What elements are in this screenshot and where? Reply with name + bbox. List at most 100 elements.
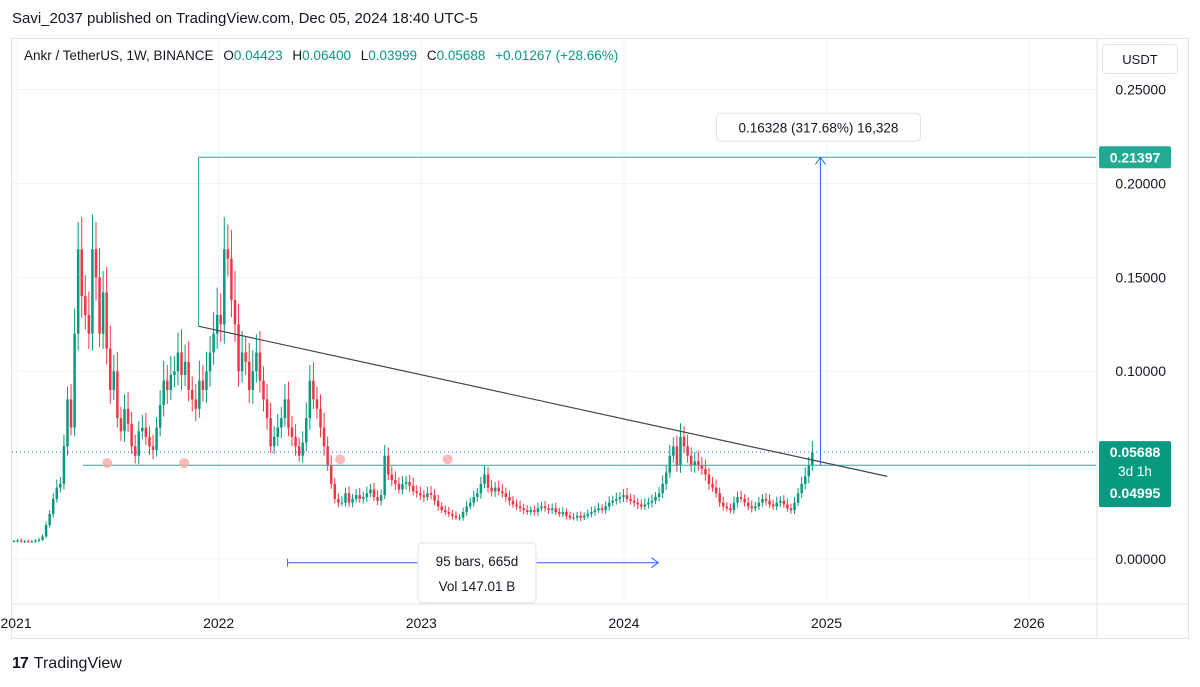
candle-body: [337, 498, 340, 503]
candle-body: [429, 493, 433, 496]
x-tick-label: 2021: [0, 615, 31, 631]
candle-body: [572, 517, 575, 519]
support-price-text: 0.04995: [1110, 485, 1161, 501]
candle-body: [508, 497, 511, 501]
candle-body: [739, 497, 743, 499]
x-tick-label: 2023: [406, 615, 437, 631]
candle-body: [721, 502, 725, 507]
candle-body: [123, 408, 126, 432]
candle-body: [137, 431, 141, 456]
candle-body: [433, 495, 436, 501]
candle-body: [322, 427, 326, 447]
candle-body: [51, 498, 55, 514]
candle-body: [664, 472, 668, 484]
candle-body: [219, 314, 222, 325]
candle-body: [41, 536, 44, 540]
candle-body: [187, 361, 190, 391]
candle-body: [501, 491, 504, 494]
candle-body: [497, 487, 500, 492]
measure-horizontal-label-box: [417, 542, 537, 604]
candle-body: [141, 427, 144, 432]
candle-body: [454, 515, 458, 518]
countdown-text: 3d 1h: [1118, 464, 1152, 479]
candle-body: [672, 446, 675, 456]
candle-body: [301, 442, 304, 456]
candle-body: [315, 399, 319, 409]
candle-body: [62, 446, 66, 484]
y-tick-label: 0.20000: [1115, 176, 1166, 192]
candle-body: [272, 436, 276, 447]
candle-body: [803, 476, 807, 484]
high-label: H: [292, 48, 303, 63]
candle-body: [736, 497, 739, 503]
close-label: C: [426, 48, 437, 63]
low-label: L: [360, 48, 369, 63]
candle-body: [807, 465, 811, 477]
candle-body: [244, 352, 247, 362]
tradingview-brand: TradingView: [33, 655, 122, 672]
candle-body: [689, 455, 693, 466]
candle-body: [362, 497, 365, 499]
candle-body: [87, 314, 91, 334]
pivot-marker: [442, 454, 453, 465]
tradingview-logo[interactable]: 17 TradingView: [12, 655, 122, 673]
candle-body: [625, 495, 629, 499]
candle-body: [643, 504, 647, 507]
candle-body: [112, 371, 116, 391]
candle-body: [215, 314, 219, 334]
drawings: 0.16328 (317.68%) 16,328 95 bars, 665d Vol…: [12, 112, 1096, 604]
candle-body: [775, 502, 778, 507]
x-axis: 2021 2022 2023 2024 2025 2026: [0, 603, 1188, 631]
candle-body: [561, 512, 565, 514]
candle-body: [255, 352, 258, 372]
candle-body: [397, 483, 401, 490]
candle-body: [237, 324, 240, 372]
candle-body: [650, 500, 654, 503]
candle-body: [426, 493, 429, 498]
candle-body: [568, 515, 572, 518]
measure-horizontal-label-line2: Vol 147.01 B: [439, 579, 516, 594]
currency-button[interactable]: USDT: [1102, 44, 1178, 74]
candle-body: [333, 483, 337, 499]
candle-body: [194, 399, 198, 409]
candle-body: [155, 427, 158, 451]
candle-body: [636, 502, 639, 505]
candle-body: [522, 508, 525, 511]
candle-body: [404, 481, 408, 484]
trendline: [198, 325, 888, 477]
candle-body: [479, 483, 483, 494]
candle-body: [615, 498, 618, 501]
candle-body: [80, 249, 83, 297]
candle-body: [180, 352, 183, 375]
candle-body: [312, 380, 315, 400]
candle-body: [490, 487, 493, 492]
measure-vertical-label: 0.16328 (317.68%) 16,328: [738, 120, 898, 135]
candle-body: [12, 541, 16, 543]
candle-body: [230, 258, 233, 300]
candle-body: [647, 502, 650, 505]
candle-body: [351, 498, 354, 503]
candle-body: [575, 515, 579, 518]
candle-body: [504, 493, 508, 498]
candle-body: [618, 497, 622, 499]
candle-body: [754, 506, 757, 509]
candle-body: [447, 512, 451, 514]
candle-body: [262, 380, 265, 400]
candle-body: [55, 487, 59, 499]
candle-body: [223, 249, 226, 325]
candle-body: [251, 371, 255, 391]
candle-body: [529, 510, 533, 513]
candle-body: [240, 352, 244, 372]
candle-body: [319, 408, 322, 428]
candle-body: [782, 500, 786, 505]
x-tick-label: 2026: [1014, 615, 1045, 631]
candle-body: [269, 418, 272, 447]
candle-body: [169, 374, 173, 391]
candle-body: [725, 506, 729, 509]
symbol-name[interactable]: Ankr / TetherUS, 1W, BINANCE: [24, 48, 214, 63]
candle-body: [379, 495, 383, 501]
candle-body: [233, 299, 237, 325]
resistance-price-text: 0.21397: [1110, 149, 1161, 165]
candle-body: [205, 371, 208, 391]
